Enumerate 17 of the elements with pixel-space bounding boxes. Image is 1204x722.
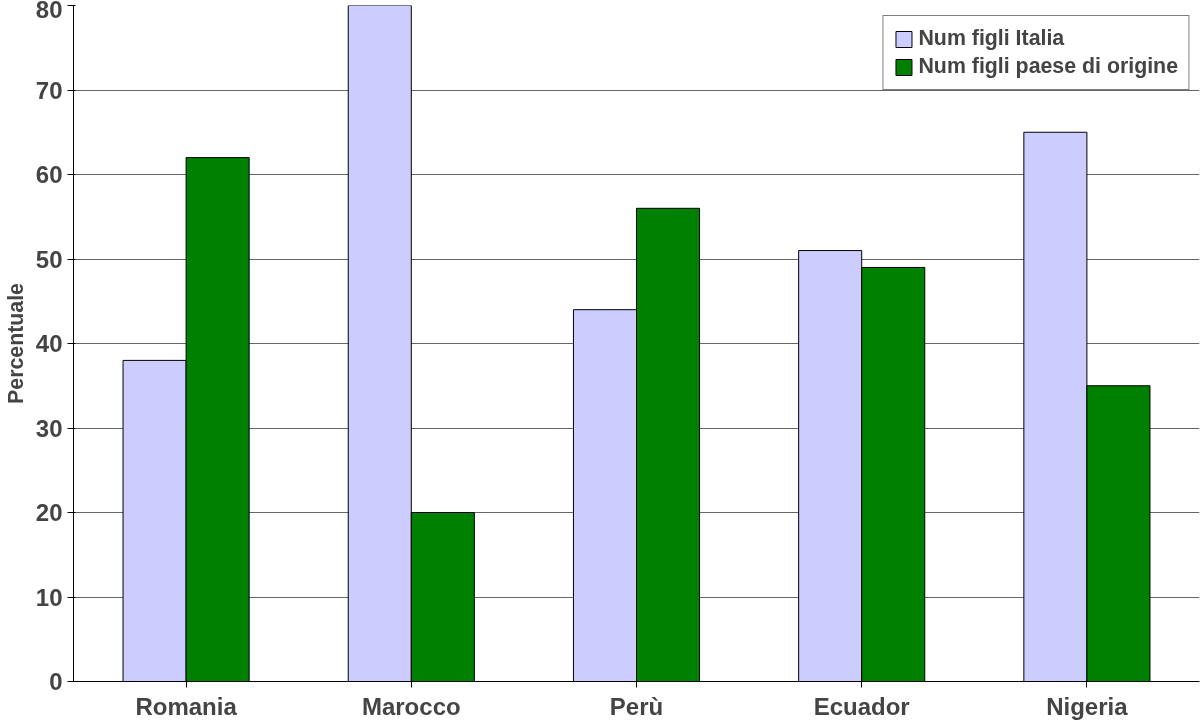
x-tick-label: Nigeria	[1046, 692, 1129, 720]
x-tick-label: Marocco	[361, 692, 461, 720]
y-tick-label: 60	[35, 161, 63, 188]
y-tick-label: 30	[35, 414, 63, 442]
y-tick-label: 20	[35, 499, 63, 526]
y-tick-label: 40	[35, 330, 63, 357]
legend-label: Num figli paese di origine	[918, 54, 1178, 79]
y-axis-title: Percentuale	[3, 282, 28, 404]
y-tick-label: 10	[35, 583, 63, 611]
x-tick-label: Ecuador	[813, 692, 910, 720]
y-tick-label: 80	[35, 0, 63, 23]
x-tick-label: Perù	[609, 692, 664, 720]
y-tick-label: 50	[35, 245, 63, 273]
y-tick-label: 0	[49, 668, 63, 695]
x-tick-label: Romania	[135, 692, 238, 720]
legend-label: Num figli Italia	[918, 26, 1065, 51]
y-tick-label: 70	[35, 76, 63, 104]
